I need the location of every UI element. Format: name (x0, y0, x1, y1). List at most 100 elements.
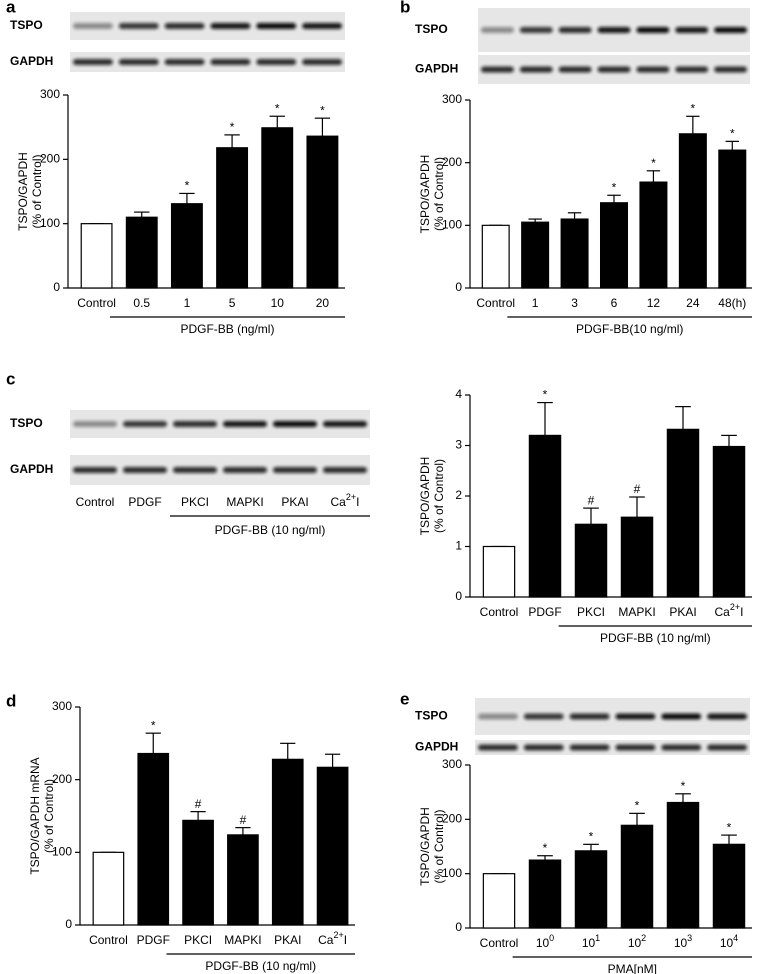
blot-band (661, 713, 702, 720)
x-tick-label: PKAI (274, 933, 301, 947)
blot-label: GAPDH (415, 62, 458, 76)
superscript: 4 (733, 933, 738, 943)
superscript: 2+ (333, 930, 343, 940)
x-axis-label: PDGF-BB (ng/ml) (180, 322, 274, 336)
blot-lane-label: PDGF (128, 495, 161, 509)
x-tick-label: 3 (571, 296, 578, 310)
blot-band (302, 59, 342, 65)
x-tick-label: PKAI (669, 605, 696, 619)
blot-band (636, 27, 670, 33)
blot-lane-label: PKCI (181, 495, 209, 509)
bar (216, 147, 249, 289)
blot-background (70, 12, 345, 40)
blot-band (223, 421, 267, 427)
blot-band (223, 467, 267, 473)
significance-marker: # (588, 493, 595, 507)
blot-label: GAPDH (10, 462, 53, 476)
x-tick-label: 48(h) (718, 296, 746, 310)
y-tick-label: 100 (40, 216, 60, 230)
blot-band (164, 59, 205, 65)
y-tick-label: 200 (40, 152, 60, 166)
blot-background (70, 410, 370, 438)
y-axis-label: (% of Control) (42, 779, 56, 853)
blot-group-label: PDGF-BB (10 ng/ml) (215, 523, 326, 537)
label-part: Ca (715, 605, 731, 619)
blot-band (118, 23, 159, 29)
blot-band (256, 59, 297, 65)
x-tick-label: Ca2+I (318, 930, 347, 947)
bar (261, 127, 294, 289)
blot-band (123, 467, 167, 473)
y-axis-label: (% of Control) (432, 157, 446, 231)
y-tick-label: 0 (53, 280, 60, 294)
blot-lane-label: Ca2+I (331, 492, 360, 509)
blot-band (519, 66, 553, 73)
superscript: 0 (549, 933, 554, 943)
bar (316, 766, 349, 926)
blot-band (118, 59, 159, 65)
bar (521, 221, 550, 289)
blot-band (675, 27, 709, 33)
x-tick-label: 20 (316, 296, 330, 310)
bar (306, 135, 339, 289)
x-tick-label: 102 (628, 933, 646, 950)
y-axis-label: (% of Control) (432, 459, 446, 533)
bar (666, 428, 700, 598)
significance-marker: * (691, 101, 696, 115)
x-tick-label: 12 (647, 296, 661, 310)
blot-background (475, 698, 750, 735)
superscript: 3 (687, 933, 692, 943)
y-tick-label: 300 (442, 92, 462, 106)
bar (574, 523, 608, 598)
x-tick-label: 24 (686, 296, 700, 310)
x-tick-label: 103 (674, 933, 692, 950)
blot-band (569, 744, 610, 751)
blot-band (273, 467, 317, 473)
significance-marker: * (589, 829, 594, 843)
blot-band (661, 744, 702, 751)
blot-band (558, 66, 592, 73)
bar (182, 819, 214, 926)
label-part: I (356, 495, 359, 509)
significance-marker: * (651, 156, 656, 170)
label-part: 10 (720, 936, 734, 950)
y-tick-label: 300 (52, 699, 72, 713)
blot-band (519, 27, 553, 33)
significance-marker: * (543, 841, 548, 855)
bar (80, 223, 113, 289)
significance-marker: * (612, 180, 617, 194)
superscript: 2 (641, 933, 646, 943)
panel-label: d (6, 691, 16, 710)
blot-band (210, 59, 251, 65)
bar (482, 873, 516, 929)
blot-band (481, 66, 514, 73)
y-axis-label: TSPO/GAPDH (418, 807, 432, 886)
blot-band (164, 23, 205, 29)
blot-band (256, 23, 297, 29)
x-tick-label: Control (480, 605, 519, 619)
significance-marker: * (727, 820, 732, 834)
y-tick-label: 0 (65, 917, 72, 931)
bar (482, 545, 516, 598)
y-tick-label: 0 (455, 589, 462, 603)
y-tick-label: 0 (455, 280, 462, 294)
blot-band (73, 23, 113, 29)
blot-background (70, 455, 370, 485)
x-tick-label: MAPKI (618, 605, 655, 619)
significance-marker: * (635, 799, 640, 813)
bar (666, 801, 700, 929)
x-tick-label: 6 (611, 296, 618, 310)
panel-label: c (6, 369, 15, 388)
y-tick-label: 0 (455, 920, 462, 934)
y-tick-label: 100 (52, 845, 72, 859)
x-tick-label: 10 (271, 296, 285, 310)
bar (481, 224, 510, 289)
blot-band (707, 744, 747, 751)
x-tick-label: 5 (229, 296, 236, 310)
panel-label: b (400, 0, 410, 16)
blot-background (70, 52, 345, 72)
blot-band (675, 66, 709, 73)
blot-band (597, 66, 631, 73)
